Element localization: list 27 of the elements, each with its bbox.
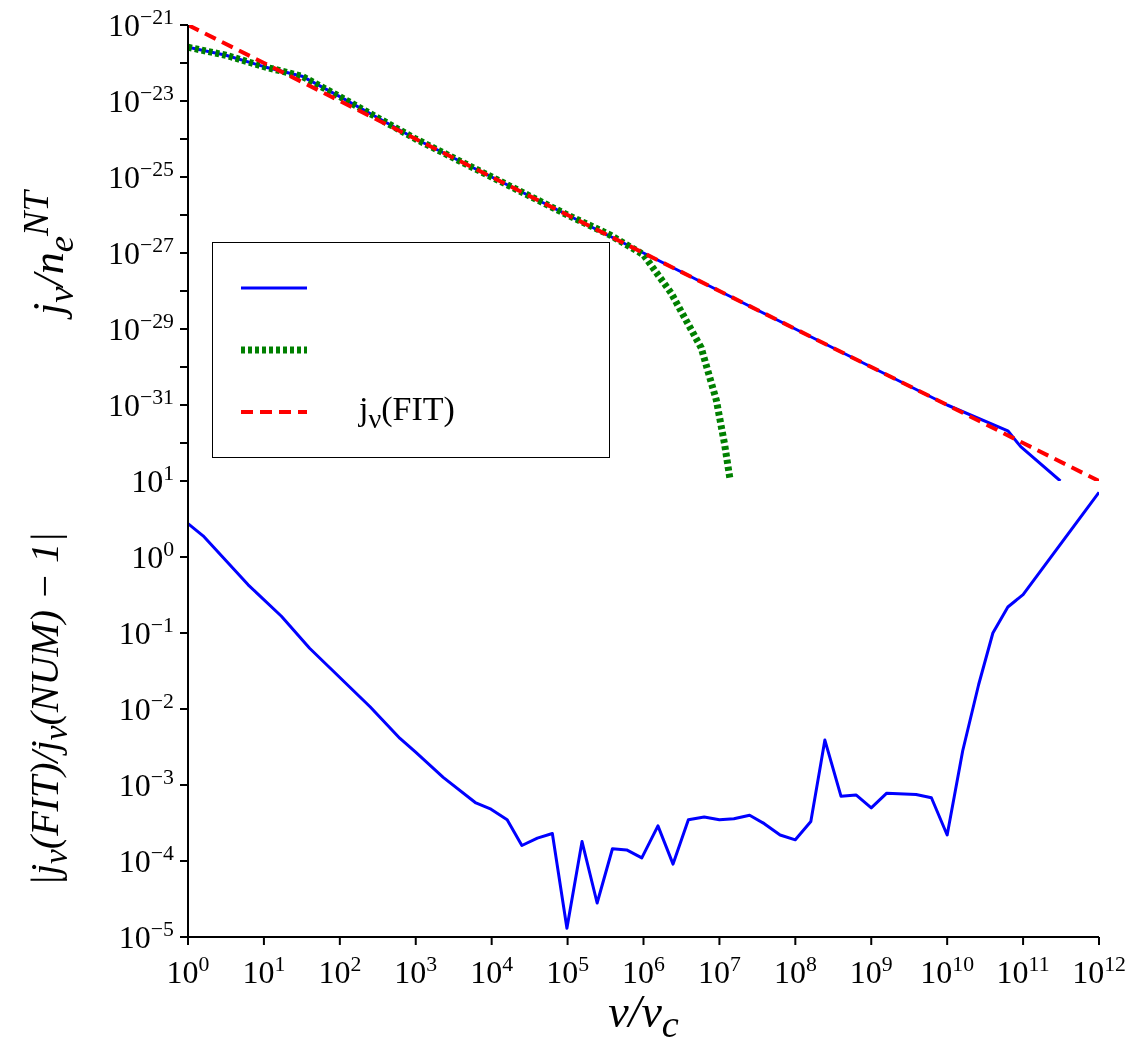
- x-tick-label: 10$^{2}$: [318, 952, 362, 990]
- y-tick-label: 10$^{−3}$: [118, 765, 175, 803]
- x-tick-label: 10$^{10}$: [920, 952, 975, 990]
- y-tick-label: 10$^{−31}$: [107, 385, 174, 423]
- y-tick-label: 10$^{−29}$: [107, 309, 174, 347]
- x-tick-label: 10$^{3}$: [394, 952, 438, 990]
- y-tick-label: 10$^{−5}$: [118, 917, 175, 955]
- y-tick-label: 10$^{0}$: [131, 537, 175, 575]
- y-tick-label: 10$^{−2}$: [118, 689, 174, 727]
- y-tick-label: 10$^{−23}$: [107, 81, 175, 119]
- x-tick-label: 10$^{11}$: [996, 952, 1050, 990]
- y-tick-label: 10$^{−25}$: [107, 157, 175, 195]
- x-tick-label: 10$^{8}$: [773, 952, 817, 990]
- y-tick-label: 10$^{−1}$: [118, 613, 174, 651]
- y-tick-label: 10$^{1}$: [131, 461, 174, 499]
- legend: j$_{ν}$(FIT): [212, 242, 610, 458]
- x-tick-label: 10$^{9}$: [849, 952, 893, 990]
- legend-label: j$_{ν}$(FIT): [359, 389, 455, 435]
- x-tick-label: 10$^{1}$: [242, 952, 286, 990]
- y-tick-label: 10$^{−27}$: [107, 233, 175, 271]
- x-tick-label: 10$^{0}$: [166, 952, 210, 990]
- x-tick-label: 10$^{12}$: [1072, 952, 1126, 990]
- x-tick-label: 10$^{5}$: [546, 952, 590, 990]
- x-tick-label: 10$^{4}$: [470, 952, 514, 990]
- y-tick-label: 10$^{−21}$: [107, 5, 174, 43]
- y-tick-label: 10$^{−4}$: [118, 841, 175, 879]
- x-tick-label: 10$^{7}$: [697, 952, 741, 990]
